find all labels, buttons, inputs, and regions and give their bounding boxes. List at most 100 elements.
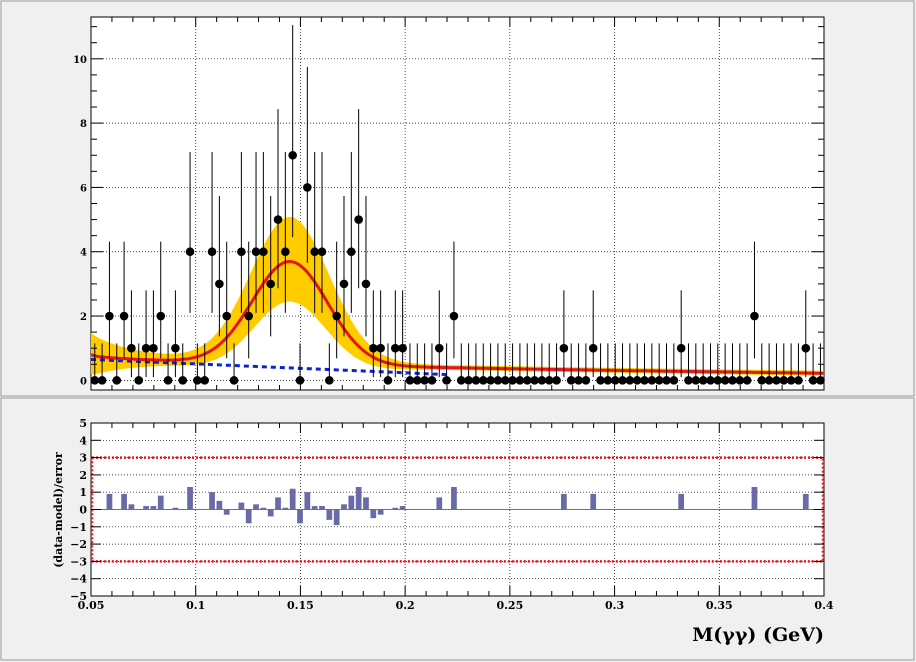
data-point xyxy=(493,376,503,385)
data-point xyxy=(127,343,136,353)
data-point xyxy=(728,376,737,385)
data-point xyxy=(434,343,444,353)
residual-y-tick-label: 5 xyxy=(79,417,87,430)
data-point xyxy=(632,376,642,385)
residual-x-tick-label: 0.1 xyxy=(186,599,205,612)
data-point xyxy=(449,311,459,321)
data-point xyxy=(259,247,268,257)
data-point xyxy=(317,247,327,257)
residual-bar xyxy=(370,509,377,519)
data-point xyxy=(178,376,188,385)
data-point xyxy=(207,247,217,257)
main-y-tick-label: 6 xyxy=(80,183,87,194)
data-point xyxy=(149,343,158,353)
data-point xyxy=(544,376,554,385)
residual-x-tick-label: 0.2 xyxy=(396,599,415,612)
data-point xyxy=(398,343,407,353)
residual-bar xyxy=(289,488,296,510)
data-point xyxy=(684,376,693,385)
residual-bar xyxy=(341,504,347,510)
data-point xyxy=(720,376,730,385)
data-point xyxy=(640,376,649,385)
data-point xyxy=(552,376,561,385)
data-point xyxy=(193,376,202,385)
data-point xyxy=(596,376,605,385)
data-point xyxy=(691,376,701,385)
residual-x-tick-label: 0.4 xyxy=(814,599,833,612)
residual-x-tick-label: 0.25 xyxy=(496,599,523,612)
data-point xyxy=(420,376,429,385)
residual-y-tick-label: 0 xyxy=(79,504,87,517)
residual-bar xyxy=(436,497,443,510)
data-point xyxy=(566,376,576,385)
data-point xyxy=(772,376,781,385)
data-point xyxy=(405,376,415,385)
data-point xyxy=(750,311,759,321)
main-y-tick-label: 4 xyxy=(80,248,87,259)
residual-y-axis-title: (data-model)/error xyxy=(52,452,65,568)
residual-bar xyxy=(333,509,340,526)
residual-bar xyxy=(238,502,245,510)
residual-bar xyxy=(355,487,362,510)
residual-bar xyxy=(304,492,311,510)
residual-bar xyxy=(209,492,215,510)
data-point xyxy=(347,247,356,257)
data-point xyxy=(361,279,371,289)
data-point xyxy=(515,376,525,385)
residual-bar xyxy=(297,509,303,524)
data-point xyxy=(288,150,297,160)
residual-bar xyxy=(253,504,259,510)
data-point xyxy=(354,215,363,224)
residual-y-tick-label: −5 xyxy=(70,590,87,603)
residual-x-tick-label: 0.3 xyxy=(605,599,624,612)
x-axis-title: M(γγ) (GeV) xyxy=(692,624,824,646)
data-point xyxy=(222,311,232,321)
residual-bar xyxy=(590,493,597,510)
residual-bar xyxy=(802,493,809,510)
data-point xyxy=(486,376,495,385)
residual-bar xyxy=(106,493,113,510)
main-y-tick-label: 8 xyxy=(80,119,87,130)
data-point xyxy=(706,376,715,385)
residual-bar xyxy=(150,506,157,510)
residual-x-tick-label: 0.35 xyxy=(706,599,733,612)
residual-bar xyxy=(751,487,758,510)
data-point xyxy=(522,376,532,385)
residual-bar xyxy=(326,509,333,520)
data-point xyxy=(156,311,166,321)
data-point xyxy=(141,343,151,353)
residual-bar xyxy=(451,487,457,510)
data-point xyxy=(603,376,613,385)
data-point xyxy=(266,279,275,289)
data-point xyxy=(200,376,210,385)
data-point xyxy=(786,376,796,385)
residual-bar xyxy=(678,493,685,510)
residual-y-tick-label: −3 xyxy=(70,555,87,568)
data-point xyxy=(281,247,290,257)
fit-curve xyxy=(90,259,825,375)
residual-bar xyxy=(143,506,149,510)
data-point xyxy=(654,376,664,385)
data-point xyxy=(244,311,253,321)
residual-bar xyxy=(377,509,384,515)
residual-bar xyxy=(275,497,281,510)
residual-bar xyxy=(363,497,369,510)
residual-bar xyxy=(267,509,274,517)
data-point xyxy=(427,376,437,385)
residual-y-tick-label: −1 xyxy=(70,521,87,534)
data-point xyxy=(713,376,723,385)
data-point xyxy=(669,376,679,385)
data-point xyxy=(662,376,671,385)
data-point xyxy=(764,376,774,385)
data-point xyxy=(618,376,627,385)
data-point xyxy=(574,376,583,385)
residual-y-tick-label: −2 xyxy=(70,538,87,551)
data-point xyxy=(310,247,319,257)
data-point xyxy=(215,279,224,289)
data-point xyxy=(508,376,517,385)
data-point xyxy=(471,376,481,385)
data-point xyxy=(757,376,767,385)
data-point xyxy=(112,376,122,385)
residual-bar xyxy=(348,495,355,510)
